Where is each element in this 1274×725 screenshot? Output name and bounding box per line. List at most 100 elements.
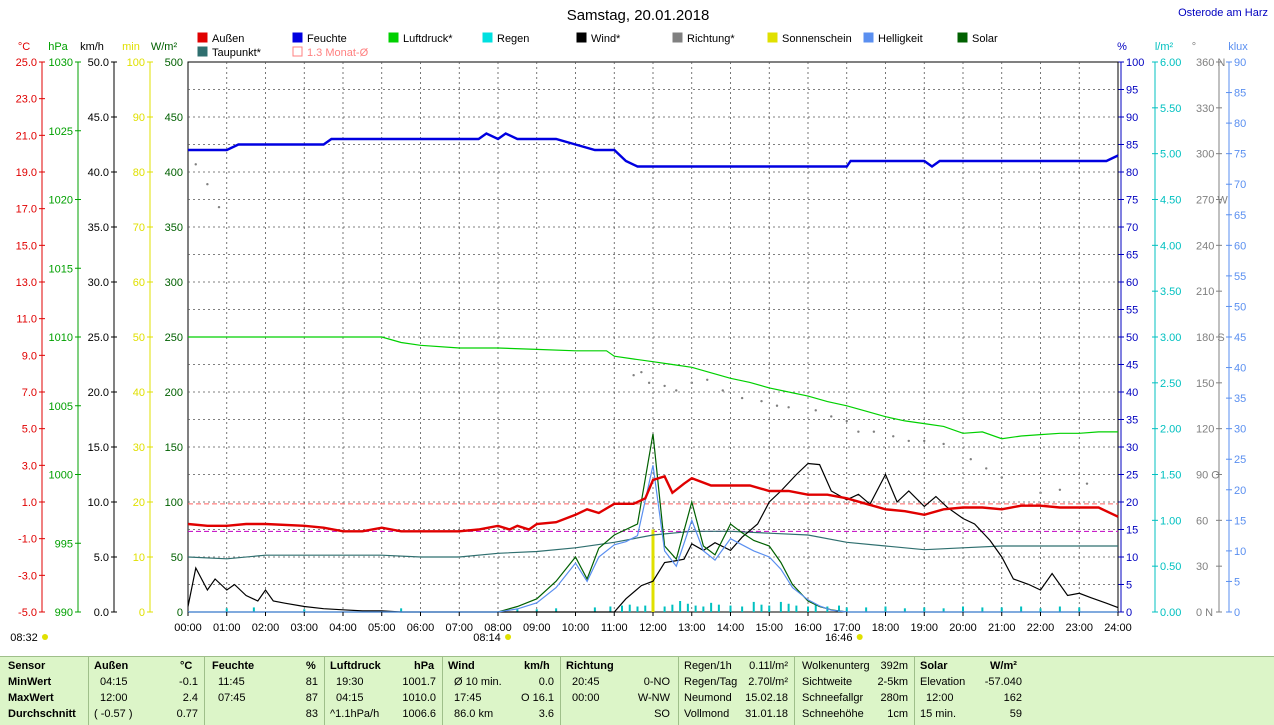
regen-bar (710, 602, 713, 612)
wind-axis-tick-label: 5.0 (94, 552, 109, 564)
axes: °C 25.0 23.0 21.0 19.0 17.0 15.0 13.0 11.0 9.0 7.0… (16, 41, 1249, 619)
legend-label: Regen (497, 33, 529, 45)
legend: Außen Feuchte Luftdruck* Regen Wind* Richtung… (197, 32, 998, 59)
sunmin-axis-tick-label: 80 (133, 167, 145, 179)
legend-swatch (863, 32, 874, 43)
legend-swatch (197, 32, 208, 43)
pressure-axis-tick-label: 1000 (49, 470, 73, 482)
regen-bar (555, 608, 558, 612)
regen-bar (252, 607, 255, 612)
direction-axis-tick-label: 300 (1196, 149, 1214, 161)
rain-axis-tick-label: 6.00 (1160, 57, 1181, 69)
richtung-point (942, 442, 945, 446)
regen-bar (779, 601, 782, 612)
solar-15min-label: 15 min. (920, 708, 957, 720)
solar-axis-tick-label: 350 (165, 222, 183, 234)
regen-bar (644, 605, 647, 612)
x-tick-label: 18:00 (872, 622, 900, 634)
lux-axis-tick-label: 5 (1234, 576, 1240, 588)
solar-15min-value: 59 (1009, 708, 1022, 720)
temp-axis-tick-label: 13.0 (16, 277, 37, 289)
richtung-min-value: 0-NO (643, 676, 670, 688)
x-tick-label: 02:00 (252, 622, 280, 634)
legend-label: Taupunkt* (212, 47, 262, 59)
richtung-point (663, 384, 666, 388)
aussen-max-time: 12:00 (100, 692, 128, 704)
temp-axis-tick-label: -5.0 (18, 607, 37, 619)
direction-axis-tick-label: 180 S (1196, 332, 1225, 344)
wolkenunterg-value: 392m (880, 660, 908, 672)
regen-bar (679, 601, 682, 612)
rain-axis-tick-label: 3.00 (1160, 332, 1181, 344)
regen-bar (962, 606, 964, 612)
humidity-axis-tick-label: 50 (1126, 332, 1138, 344)
pressure-axis-tick-label: 1020 (49, 195, 73, 207)
humidity-axis-unit: % (1117, 41, 1127, 53)
luftdruck-trend: ^1.1hPa/h (330, 708, 380, 720)
direction-axis-tick-label: 210 (1196, 286, 1214, 298)
rain-axis-unit: l/m² (1155, 41, 1174, 53)
richtung-point (1058, 488, 1062, 491)
legend-label: 1.3 Monat-Ø (307, 47, 369, 59)
solar-max-value: 162 (1003, 692, 1022, 704)
humidity-axis-tick-label: 95 (1126, 85, 1138, 97)
richtung-header: Richtung (566, 660, 614, 672)
pressure-axis-tick-label: 990 (55, 607, 73, 619)
humidity-axis-tick-label: 25 (1126, 470, 1138, 482)
regen-tag-value: 2.70l/m² (748, 676, 788, 688)
lux-axis-tick-label: 0 (1234, 607, 1240, 619)
wind-avg-value: 3.6 (538, 708, 554, 720)
statistics-panel: Sensor MinWert MaxWert Durchschnitt Auße… (0, 656, 1274, 725)
richtung-point (632, 373, 635, 377)
regen-bar (760, 604, 763, 612)
regen-bar (609, 606, 612, 612)
x-tick-label: 07:00 (445, 622, 473, 634)
rain-axis-tick-label: 1.50 (1160, 470, 1181, 482)
regen-bar (795, 605, 798, 612)
row-label-avg: Durchschnitt (8, 708, 76, 720)
richtung-point (857, 430, 860, 433)
richtung-avg-value: SO (654, 708, 670, 720)
humidity-axis-tick-label: 45 (1126, 360, 1138, 372)
temp-axis-tick-label: 25.0 (16, 57, 37, 69)
temp-axis-tick-label: 1.0 (22, 497, 37, 509)
regen-bar (752, 601, 755, 612)
regen-bar (903, 608, 906, 612)
richtung-point (1000, 476, 1003, 479)
location-label: Osterode am Harz (1178, 7, 1268, 19)
lux-axis-unit: klux (1228, 41, 1248, 53)
direction-axis-tick-label: 240 (1196, 240, 1214, 252)
richtung-point (845, 419, 848, 423)
x-tick-label: 15:00 (755, 622, 783, 634)
luftdruck-max-time: 04:15 (336, 692, 364, 704)
sun-time-label: 16:46 (825, 632, 853, 644)
regen-bar (807, 606, 809, 612)
legend-swatch (197, 46, 208, 57)
regen-bar (694, 605, 697, 612)
pressure-axis-unit: hPa (48, 41, 68, 53)
regen-bar (686, 603, 689, 612)
wind-axis-tick-label: 25.0 (88, 332, 109, 344)
humidity-axis-tick-label: 55 (1126, 305, 1138, 317)
richtung-point (985, 467, 988, 470)
sun-time-label: 08:14 (473, 632, 501, 644)
luftdruck-unit: hPa (414, 660, 435, 672)
richtung-point (675, 389, 678, 392)
humidity-axis-tick-label: 35 (1126, 415, 1138, 427)
regen-bar (768, 605, 771, 612)
regen-bar (1078, 607, 1081, 612)
sunmin-axis-tick-label: 70 (133, 222, 145, 234)
richtung-point (721, 389, 724, 392)
solar-axis-tick-label: 50 (171, 552, 183, 564)
x-tick-label: 08:00 (484, 622, 512, 634)
richtung-point (830, 415, 833, 418)
solar-axis-tick-label: 0 (177, 607, 183, 619)
x-tick-label: 22:00 (1027, 622, 1055, 634)
rain-axis-tick-label: 1.00 (1160, 515, 1181, 527)
lux-axis-tick-label: 35 (1234, 393, 1246, 405)
humidity-axis-tick-label: 15 (1126, 525, 1138, 537)
direction-axis-tick-label: 30 (1196, 561, 1208, 573)
regen-bar (621, 605, 623, 612)
solar-axis-tick-label: 200 (165, 387, 183, 399)
x-tick-label: 19:00 (910, 622, 938, 634)
